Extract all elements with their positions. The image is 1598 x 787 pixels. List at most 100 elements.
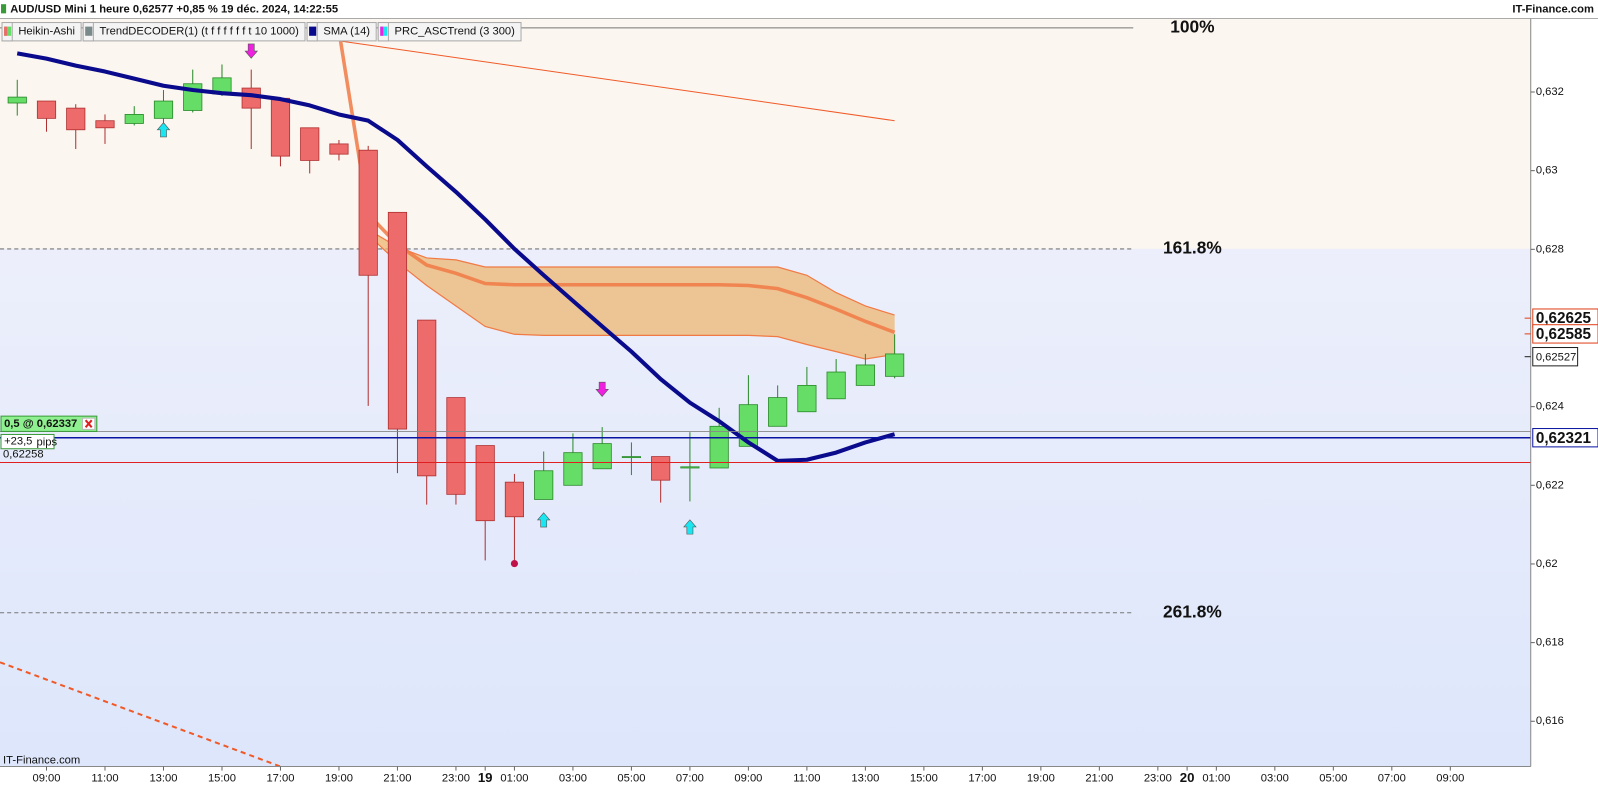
band-edge bbox=[367, 229, 895, 316]
legend-item: PRC_ASCTrend (3 300) bbox=[377, 22, 522, 42]
pips-box bbox=[0, 433, 55, 450]
legend-label: SMA (14) bbox=[323, 26, 370, 38]
candle-body bbox=[534, 470, 554, 500]
candle-body bbox=[387, 211, 408, 430]
y-tick-label: 0,616 bbox=[1536, 715, 1564, 727]
signal-arrow bbox=[244, 43, 259, 59]
sma-line bbox=[16, 51, 896, 463]
candle-body bbox=[651, 456, 671, 481]
x-tick-label: 19:00 bbox=[1027, 773, 1055, 785]
candle-body bbox=[563, 452, 583, 486]
candle-body bbox=[95, 120, 115, 129]
x-tick-label: 19 bbox=[478, 770, 493, 785]
x-tick-label: 15:00 bbox=[208, 773, 236, 785]
candle-body bbox=[797, 384, 817, 413]
plot: 100% 161.8% 261.8% bbox=[0, 16, 1531, 768]
candle-body bbox=[124, 114, 144, 124]
fib-label: 100% bbox=[1170, 16, 1214, 36]
candle-body bbox=[680, 466, 700, 469]
x-tick-label: 05:00 bbox=[617, 773, 645, 785]
level-label: 0,62625 bbox=[1536, 310, 1592, 327]
candle-body bbox=[475, 445, 495, 522]
x-tick-label: 23:00 bbox=[1144, 773, 1172, 785]
candle-body bbox=[358, 149, 378, 276]
candle-body bbox=[446, 397, 466, 495]
level-box bbox=[1532, 324, 1598, 344]
band-edge bbox=[367, 234, 895, 360]
y-tick-label: 0,618 bbox=[1536, 637, 1564, 649]
x-tick-label: 23:00 bbox=[442, 773, 470, 785]
x-tick-label: 19:00 bbox=[325, 773, 353, 785]
trendline bbox=[0, 661, 281, 768]
fib-label: 261.8% bbox=[1163, 601, 1222, 621]
x-tick-label: 20 bbox=[1180, 770, 1195, 785]
signal-arrow bbox=[156, 122, 171, 138]
x-tick-label: 17:00 bbox=[266, 773, 294, 785]
x-tick-label: 03:00 bbox=[559, 773, 587, 785]
legend-swatch bbox=[85, 26, 93, 36]
upper-zone bbox=[0, 18, 1531, 249]
legend-swatch bbox=[380, 26, 384, 36]
x-tick-label: 01:00 bbox=[500, 773, 528, 785]
x-tick-label: 11:00 bbox=[793, 773, 820, 785]
x-tick-label: 13:00 bbox=[149, 773, 177, 785]
candle-body bbox=[504, 481, 525, 518]
x-tick-label: 03:00 bbox=[1261, 773, 1289, 785]
x-tick-label: 05:00 bbox=[1319, 773, 1347, 785]
legend-swatch bbox=[380, 26, 388, 36]
y-tick-label: 0,624 bbox=[1536, 401, 1564, 413]
watermark: IT-Finance.com bbox=[3, 754, 80, 766]
x-tick-label: 11:00 bbox=[91, 773, 118, 785]
legend-item: SMA (14) bbox=[306, 22, 377, 42]
trendline bbox=[341, 40, 895, 122]
legend-swatch bbox=[4, 26, 8, 36]
x-tick-label: 07:00 bbox=[676, 773, 704, 785]
legend-label: Heikin-Ashi bbox=[18, 26, 75, 38]
candle-body bbox=[329, 143, 349, 155]
y-tick-label: 0,632 bbox=[1536, 86, 1564, 98]
marker-dot bbox=[510, 559, 519, 568]
x-tick-label: 01:00 bbox=[1202, 773, 1230, 785]
x-tick-label: 13:00 bbox=[851, 773, 879, 785]
x-tick-label: 17:00 bbox=[968, 773, 996, 785]
x-tick-label: 21:00 bbox=[1085, 773, 1113, 785]
candle-body bbox=[66, 107, 86, 131]
candle-body bbox=[153, 100, 174, 119]
position-label: 0,5 @ 0,62337 bbox=[4, 418, 77, 430]
legend-swatch bbox=[4, 26, 12, 36]
fib-label: 161.8% bbox=[1163, 238, 1222, 258]
pips-value: +23,5 bbox=[4, 436, 32, 448]
band-center bbox=[337, 30, 896, 335]
candle-body bbox=[768, 397, 788, 427]
legend-swatch bbox=[309, 26, 317, 36]
band-fill bbox=[368, 229, 895, 360]
signal-arrow bbox=[683, 519, 697, 535]
candle-body bbox=[709, 425, 729, 469]
y-tick-label: 0,628 bbox=[1536, 243, 1564, 255]
candle-body bbox=[855, 364, 875, 386]
stop-label: 0,62258 bbox=[3, 448, 44, 460]
x-tick-label: 09:00 bbox=[734, 773, 762, 785]
candle-body bbox=[592, 443, 612, 470]
position-box bbox=[0, 415, 98, 432]
x-tick-label: 09:00 bbox=[32, 773, 60, 785]
level-label: 0,62527 bbox=[1536, 352, 1577, 364]
signal-arrow bbox=[595, 381, 609, 397]
candle-body bbox=[417, 319, 437, 477]
legend-item: TrendDECODER(1) (t f f f f f f t 10 1000… bbox=[82, 22, 306, 42]
chart-title: AUD/USD Mini 1 heure 0,62577 +0,85 % 19 … bbox=[10, 3, 338, 15]
source: IT-Finance.com bbox=[1512, 3, 1594, 15]
y-tick-label: 0,622 bbox=[1536, 479, 1564, 491]
header-icon bbox=[1, 4, 7, 14]
candle-body bbox=[885, 353, 905, 377]
header-bar bbox=[0, 0, 1598, 19]
candle-body bbox=[270, 97, 291, 157]
candle-body bbox=[7, 96, 27, 104]
x-tick-label: 15:00 bbox=[910, 773, 938, 785]
candle-body bbox=[826, 371, 846, 400]
level-box bbox=[1532, 428, 1598, 448]
candle-body bbox=[36, 100, 57, 119]
legend-label: PRC_ASCTrend (3 300) bbox=[395, 26, 516, 38]
candle-body bbox=[738, 404, 758, 447]
